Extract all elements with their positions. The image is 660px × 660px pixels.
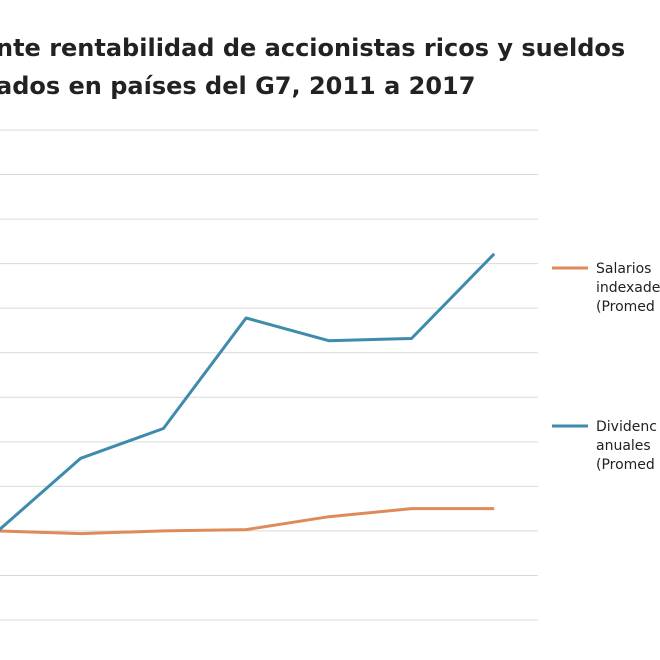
chart-title-line-1: nte rentabilidad de accionistas ricos y … xyxy=(0,34,625,62)
legend-label-salarios-line-2: indexade xyxy=(596,280,660,296)
gridlines xyxy=(0,129,538,621)
legend-label-dividendos-line-1: Dividenc xyxy=(596,419,657,435)
chart-title-line-2: ados en países del G7, 2011 a 2017 xyxy=(0,72,475,100)
legend-label-salarios-line-1: Salarios xyxy=(596,261,651,277)
legend-label-salarios-line-3: (Promed xyxy=(596,299,655,315)
series-lines xyxy=(0,252,496,536)
legend-label-dividendos-line-2: anuales xyxy=(596,438,651,454)
legend: Salarios indexade (Promed Dividenc anual… xyxy=(552,261,660,473)
series-line-dividendos xyxy=(0,252,496,532)
legend-label-dividendos-line-3: (Promed xyxy=(596,457,655,473)
chart-title: nte rentabilidad de accionistas ricos y … xyxy=(0,34,625,100)
series-line-salarios xyxy=(0,507,495,536)
